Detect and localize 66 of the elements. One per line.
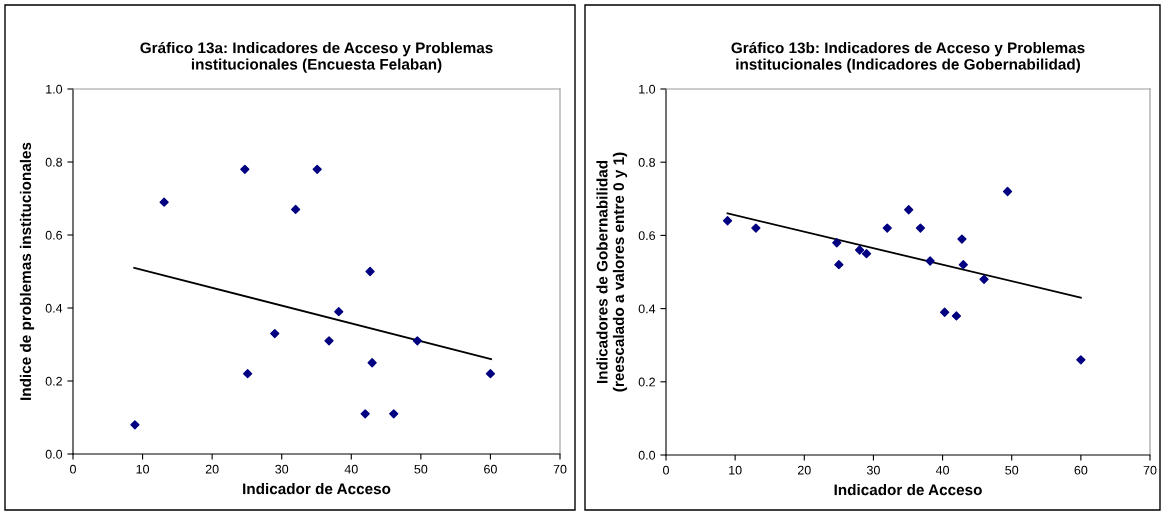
point (324, 336, 334, 346)
point (951, 311, 962, 321)
x-tick-label: 10 (729, 465, 742, 475)
y-tick-label: 0.0 (638, 450, 656, 460)
y-tick-label: 0.4 (45, 303, 63, 313)
point (130, 420, 140, 430)
x-tick-label: 20 (797, 465, 811, 475)
point (958, 260, 968, 270)
point (751, 223, 761, 233)
y-tick-label: 0.0 (45, 449, 63, 459)
point (270, 328, 280, 339)
y-tick-label: 0.8 (45, 157, 63, 167)
x-tick-label: 40 (935, 465, 950, 475)
point (334, 307, 344, 317)
x-tick-label: 30 (275, 464, 289, 474)
chart-title: Gráfico 13a: Indicadores de Acceso y Problemas institucionales (Encuesta Felaban) (140, 41, 493, 73)
y-tick-label: 0.2 (638, 377, 655, 387)
point (291, 204, 301, 215)
x-tick-label: 30 (866, 465, 880, 475)
point (243, 369, 253, 379)
x-axis-title: Indicador de Acceso (834, 484, 982, 496)
x-tick-label: 70 (1143, 465, 1157, 475)
point (312, 164, 322, 174)
point (360, 409, 370, 419)
y-tick-label: 0.4 (638, 304, 656, 314)
x-tick-label: 50 (1005, 465, 1019, 475)
point (882, 223, 892, 233)
point (904, 205, 914, 215)
point (979, 274, 989, 284)
point (925, 256, 935, 266)
y-tick-label: 1.0 (639, 84, 656, 94)
point (940, 307, 950, 317)
x-axis-title: Indicador de Acceso (243, 483, 391, 495)
y-tick-label: 0.6 (638, 231, 656, 241)
point (159, 197, 169, 207)
point (834, 260, 844, 270)
y-tick-label: 0.2 (45, 376, 62, 386)
point (832, 238, 842, 248)
chart-title: Gráfico 13b: Indicadores de Acceso y Problemas institucionales (Indicadores de Gobernabilidad) (731, 41, 1085, 73)
x-tick-label: 0 (70, 464, 76, 474)
x-tick-label: 70 (553, 464, 567, 474)
point (485, 369, 496, 379)
x-tick-label: 60 (484, 464, 497, 474)
x-tick-label: 50 (414, 464, 428, 474)
x-tick-label: 40 (344, 464, 358, 474)
point (1002, 186, 1013, 197)
y-tick-label: 0.6 (45, 230, 63, 240)
x-tick-label: 20 (205, 464, 219, 474)
point (915, 223, 926, 233)
point (412, 336, 423, 346)
x-tick-label: 0 (663, 465, 669, 475)
y-tick-label: 1.0 (46, 84, 63, 94)
point (240, 164, 250, 174)
point (389, 409, 399, 419)
point (957, 234, 967, 244)
y-axis-title: Indicadores de Gobernabilidad (reescalado a valores entre 0 y 1) (596, 152, 628, 392)
point (365, 266, 375, 277)
point (861, 249, 872, 259)
x-tick-label: 60 (1074, 465, 1088, 475)
point (854, 245, 865, 255)
y-axis-title: Indice de problemas institucionales (19, 142, 35, 400)
y-tick-label: 0.8 (638, 158, 656, 167)
point (1076, 355, 1086, 365)
point (367, 358, 377, 368)
x-tick-label: 10 (136, 464, 150, 474)
point (722, 216, 733, 226)
